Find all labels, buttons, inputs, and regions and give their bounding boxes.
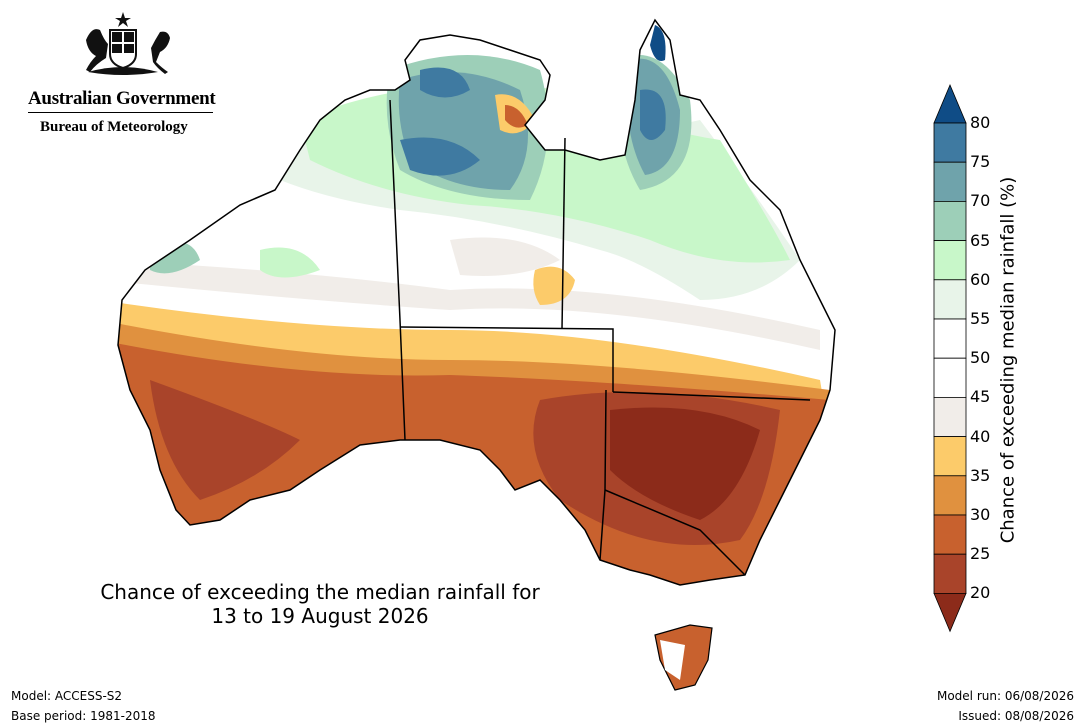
colorbar-bin-70-75: [933, 161, 967, 202]
colorbar-bin-40-45: [933, 396, 967, 437]
colorbar-tick-label: 60: [970, 269, 991, 289]
colorbar: [933, 83, 967, 633]
map-title-line-2: 13 to 19 August 2026: [211, 604, 429, 628]
map-title: Chance of exceeding the median rainfall …: [60, 580, 580, 628]
colorbar-bin-<20: [933, 593, 967, 633]
issued-date: Issued: 08/08/2026: [958, 709, 1074, 723]
colorbar-tick-label: 25: [970, 544, 991, 564]
header-divider: [28, 112, 213, 113]
colorbar-tick-label: 20: [970, 583, 991, 603]
bureau-name: Bureau of Meteorology: [40, 119, 188, 135]
colorbar-tick-label: 50: [970, 348, 991, 368]
coat-of-arms-icon: [86, 12, 170, 75]
base-period: Base period: 1981-2018: [11, 709, 156, 723]
colorbar-bin-45-50: [933, 357, 967, 398]
colorbar-tick-label: 35: [970, 465, 991, 485]
colorbar-bin->80: [933, 83, 967, 124]
colorbar-bin-35-40: [933, 436, 967, 477]
colorbar-bin-55-60: [933, 279, 967, 320]
government-name: Australian Government: [28, 88, 216, 109]
colorbar-bin-65-70: [933, 201, 967, 242]
colorbar-bin-25-30: [933, 514, 967, 555]
colorbar-bin-20-25: [933, 553, 967, 594]
colorbar-tick-label: 55: [970, 309, 991, 328]
map-title-line-1: Chance of exceeding the median rainfall …: [100, 580, 540, 604]
state-borders: [389, 99, 811, 576]
colorbar-bin-75-80: [933, 122, 967, 163]
colorbar-tick-label: 75: [970, 152, 991, 172]
model-name: Model: ACCESS-S2: [11, 689, 123, 703]
colorbar-tick-label: 45: [970, 387, 991, 407]
colorbar-tick-label: 80: [970, 113, 991, 132]
colorbar-tick-label: 40: [970, 426, 991, 446]
colorbar-tick-label: 70: [970, 191, 991, 211]
colorbar-tick-label: 65: [970, 230, 991, 250]
model-run-date: Model run: 06/08/2026: [936, 689, 1074, 703]
colorbar-bin-30-35: [933, 475, 967, 516]
colorbar-bin-60-65: [933, 240, 967, 281]
colorbar-bin-50-55: [933, 318, 967, 359]
colorbar-title: Chance of exceeding median rainfall (%): [997, 176, 1019, 544]
colorbar-tick-label: 30: [970, 505, 991, 524]
